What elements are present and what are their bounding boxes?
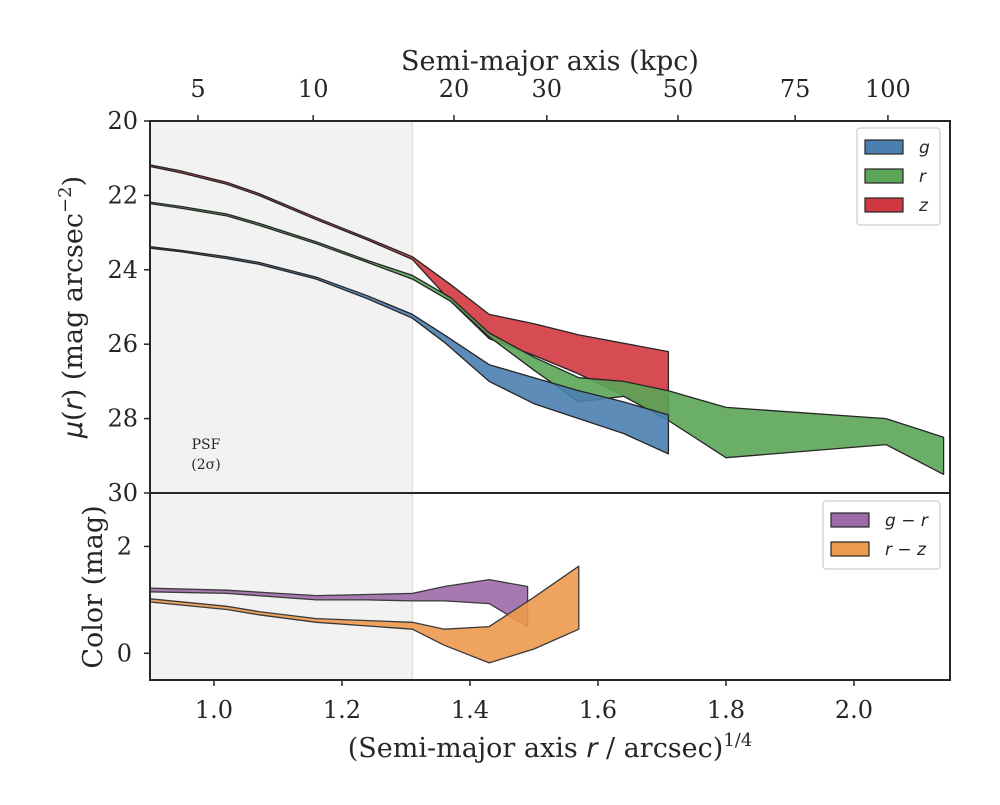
legend-swatch xyxy=(864,139,904,155)
legend-swatch xyxy=(830,512,870,528)
x-tick-label: 1.0 xyxy=(195,696,233,724)
color-y-axis-label: Color (mag) xyxy=(78,505,109,668)
x-tick-label: 1.6 xyxy=(579,696,617,724)
x-label-suffix: / arcsec) xyxy=(597,733,723,764)
color-y-tick-label: 2 xyxy=(117,532,132,560)
top-tick-label: 30 xyxy=(532,75,563,103)
series-band-r xyxy=(150,201,945,476)
x-tick-label: 1.2 xyxy=(323,696,361,724)
legend-item: r xyxy=(864,167,927,187)
y-label-units: ) (mag arcsec xyxy=(58,213,89,399)
y-tick-label: 26 xyxy=(107,330,138,358)
legend-swatch xyxy=(864,197,904,213)
top-axis-label: Semi-major axis (kpc) xyxy=(401,46,699,77)
legend-label: r xyxy=(919,167,927,187)
x-tick-label: 1.4 xyxy=(451,696,489,724)
y-label-var: r xyxy=(58,397,89,410)
x-tick-label: 1.8 xyxy=(707,696,745,724)
legend-layer: grz g − r r − z xyxy=(822,127,941,570)
top-tick-label: 50 xyxy=(663,75,694,103)
x-label-prefix: (Semi-major axis xyxy=(348,733,587,764)
axes-layer: 1.0 1.2 1.4 1.6 1.8 2.0 20 22 24 26 28 30 0 2 5 10 20 30 5… xyxy=(55,46,951,764)
legend-label: z xyxy=(918,196,929,216)
top-tick-label: 100 xyxy=(865,75,911,103)
y-tick-label: 22 xyxy=(107,181,138,209)
x-tick-label: 2.0 xyxy=(835,696,873,724)
top-tick-label: 75 xyxy=(780,75,811,103)
psf-region xyxy=(150,121,413,680)
color-legend: g − r r − z xyxy=(822,500,941,570)
background-layer xyxy=(150,121,414,680)
top-legend: grz xyxy=(856,127,941,226)
y-tick-label: 28 xyxy=(107,405,138,433)
legend-swatch xyxy=(830,541,870,557)
x-label-exponent: 1/4 xyxy=(723,730,752,751)
y-tick-label: 20 xyxy=(107,107,138,135)
legend-item: r − z xyxy=(830,540,927,560)
top-panel-bands xyxy=(150,164,945,476)
data-layer xyxy=(150,164,945,664)
legend-item: z xyxy=(864,196,929,216)
top-tick-label: 10 xyxy=(298,75,329,103)
x-label-var: r xyxy=(586,733,599,764)
legend-item: g xyxy=(864,138,930,158)
color-y-tick-label: 0 xyxy=(117,639,132,667)
y-label-end: ) xyxy=(58,176,89,187)
series-band-rz xyxy=(150,565,580,664)
legend-label: g − r xyxy=(885,511,929,531)
x-axis-label: (Semi-major axis r / arcsec)1/4 xyxy=(348,730,753,764)
psf-label-line1: PSF xyxy=(192,437,221,453)
y-label-open: ( xyxy=(58,410,89,421)
legend-label: g xyxy=(919,138,930,158)
y-label-symbol: μ xyxy=(58,421,89,439)
y-tick-label: 24 xyxy=(107,256,138,284)
bottom-panel-bands xyxy=(150,565,580,664)
series-band-g xyxy=(150,246,670,455)
legend-item: g − r xyxy=(830,511,929,531)
bottom-panel-frame xyxy=(149,492,951,681)
y-axis-label: μ(r) (mag arcsec−2) xyxy=(55,176,89,439)
top-tick-label: 5 xyxy=(190,75,205,103)
top-tick-label: 20 xyxy=(439,75,470,103)
y-tick-label: 30 xyxy=(107,479,138,507)
legend-label: r − z xyxy=(885,540,927,560)
legend-swatch xyxy=(864,168,904,184)
y-label-exponent: −2 xyxy=(55,186,76,213)
psf-label-line2: (2σ) xyxy=(191,457,220,473)
